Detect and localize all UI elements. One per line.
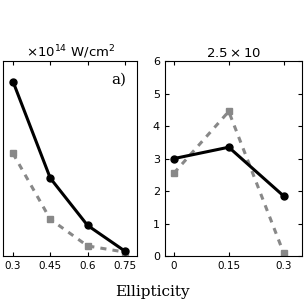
Text: a): a): [112, 73, 127, 87]
Text: Ellipticity: Ellipticity: [115, 285, 190, 299]
Title: $2.5 \times 10$: $2.5 \times 10$: [206, 47, 261, 60]
Title: $\times 10^{14}$ W/cm$^2$: $\times 10^{14}$ W/cm$^2$: [26, 43, 115, 61]
